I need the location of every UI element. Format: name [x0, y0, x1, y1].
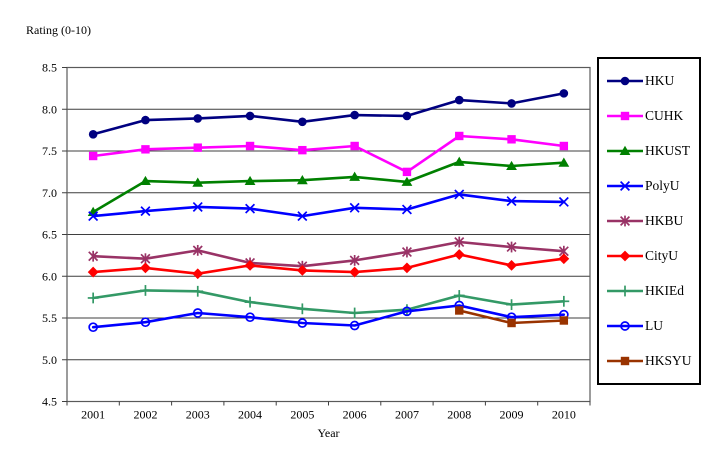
- legend-marker-hksyu: [607, 357, 643, 366]
- series-line-hkied: [91, 289, 566, 315]
- legend-item-hksyu: HKSYU: [606, 353, 697, 369]
- chart-legend: HKU CUHK HKUST PolyU HKBU CityU HKIEd LU HKSYU: [597, 57, 701, 385]
- y-axis-title: Rating (0-10): [26, 23, 91, 37]
- legend-item-hkust: HKUST: [606, 143, 697, 159]
- legend-marker-cuhk: [607, 111, 643, 120]
- svg-text:6.0: 6.0: [42, 269, 57, 283]
- svg-text:2008: 2008: [447, 408, 471, 422]
- legend-marker-hkust: [607, 145, 643, 155]
- legend-marker-polyu: [607, 180, 643, 191]
- legend-item-hku: HKU: [606, 73, 697, 89]
- series-line-polyu: [91, 193, 566, 218]
- series-line-hkust: [91, 160, 566, 214]
- legend-item-hkied: HKIEd: [606, 283, 697, 299]
- legend-label-lu: LU: [645, 318, 663, 334]
- series-cuhk: [88, 131, 569, 177]
- series-cityu: [87, 249, 570, 280]
- legend-label-hkust: HKUST: [645, 142, 691, 158]
- svg-text:6.5: 6.5: [42, 228, 57, 242]
- legend-item-lu: LU: [606, 318, 697, 334]
- series-polyu: [88, 189, 569, 222]
- svg-text:5.0: 5.0: [42, 353, 57, 367]
- svg-text:4.5: 4.5: [42, 395, 57, 409]
- legend-label-polyu: PolyU: [645, 177, 680, 193]
- series-hkust: [87, 156, 570, 216]
- legend-label-hkbu: HKBU: [645, 212, 684, 228]
- svg-text:2010: 2010: [552, 408, 576, 422]
- x-axis-title: Year: [317, 426, 340, 440]
- series-hksyu: [455, 306, 569, 328]
- svg-text:2009: 2009: [500, 408, 524, 422]
- svg-text:2003: 2003: [186, 408, 210, 422]
- series-line-cuhk: [91, 134, 566, 174]
- legend-marker-hkied: [607, 285, 643, 297]
- series-line-lu: [91, 304, 566, 329]
- legend-label-hksyu: HKSYU: [645, 353, 692, 369]
- legend-marker-lu: [607, 321, 643, 332]
- series-lu: [88, 300, 569, 333]
- svg-text:8.5: 8.5: [42, 61, 57, 75]
- gridlines: [67, 108, 590, 361]
- axis-ticks: [62, 67, 591, 406]
- series-line-cityu: [91, 253, 566, 275]
- svg-text:8.0: 8.0: [42, 102, 57, 116]
- svg-text:2001: 2001: [81, 408, 105, 422]
- svg-text:2004: 2004: [238, 408, 262, 422]
- legend-label-hku: HKU: [645, 72, 675, 88]
- series-hkied: [87, 285, 570, 319]
- svg-text:2007: 2007: [395, 408, 419, 422]
- svg-text:7.0: 7.0: [42, 186, 57, 200]
- y-axis-tick-labels: 8.5 8.0 7.5 7.0 6.5 6.0 5.5 5.0 4.5: [42, 61, 57, 409]
- svg-text:2006: 2006: [343, 408, 367, 422]
- svg-text:2002: 2002: [133, 408, 157, 422]
- legend-label-cityu: CityU: [645, 248, 679, 264]
- legend-marker-hku: [607, 76, 643, 85]
- legend-marker-hkbu: [607, 215, 643, 227]
- legend-marker-cityu: [607, 250, 643, 262]
- svg-text:2005: 2005: [290, 408, 314, 422]
- svg-text:7.5: 7.5: [42, 144, 57, 158]
- series-line-hku: [91, 92, 566, 136]
- series-hku: [88, 89, 569, 139]
- legend-item-polyu: PolyU: [606, 178, 697, 194]
- legend-item-cityu: CityU: [606, 248, 697, 264]
- legend-item-cuhk: CUHK: [606, 108, 697, 124]
- series-hkbu: [88, 236, 569, 272]
- legend-label-cuhk: CUHK: [645, 107, 684, 123]
- legend-label-hkied: HKIEd: [645, 283, 684, 299]
- x-axis-tick-labels: 2001 2002 2003 2004 2005 2006 2007 2008 2009 2010: [81, 408, 576, 422]
- svg-text:5.5: 5.5: [42, 311, 57, 325]
- series-line-hkbu: [91, 240, 566, 268]
- legend-item-hkbu: HKBU: [606, 213, 697, 229]
